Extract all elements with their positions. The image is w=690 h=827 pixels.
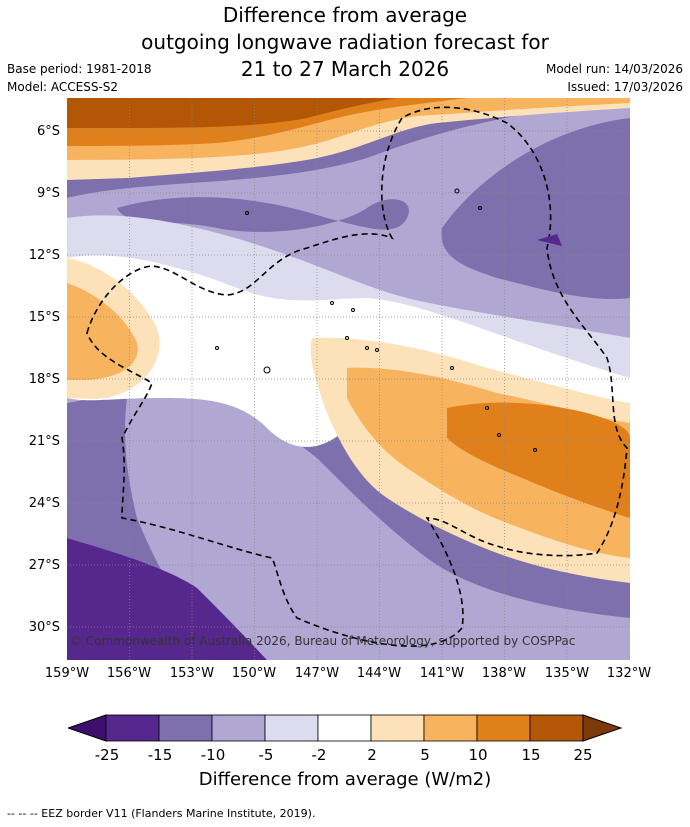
island: [454, 188, 460, 194]
island: [351, 308, 355, 312]
colorbar-extend-high: [582, 714, 623, 742]
colorbar-tick: 5: [420, 746, 430, 764]
meta-left: Base period: 1981-2018 Model: ACCESS-S2: [7, 60, 152, 96]
lat-label: 15°S: [28, 310, 60, 325]
anomaly-fill-minus-25-patch: [537, 234, 562, 246]
colorbar-segment: [423, 714, 478, 742]
lon-label: 153°W: [169, 666, 215, 681]
model-run: Model run: 14/03/2026: [545, 62, 683, 76]
lon-label: 150°W: [231, 666, 277, 681]
colorbar-tick: -25: [94, 746, 120, 764]
colorbar-segment: [211, 714, 266, 742]
lon-label: 141°W: [419, 666, 465, 681]
island: [345, 336, 349, 340]
colorbar-tick: -10: [200, 746, 226, 764]
island: [330, 301, 334, 305]
island: [263, 366, 271, 374]
map-panel: © Commonwealth of Australia 2026, Bureau…: [67, 98, 630, 660]
anomaly-fill-minus-10-south: [125, 396, 630, 660]
lat-label: 9°S: [36, 186, 60, 201]
lat-label: 12°S: [28, 248, 60, 263]
anomaly-fill-plus-5-west: [67, 283, 138, 380]
anomaly-fill-plus-15-north: [67, 98, 397, 128]
island: [365, 346, 369, 350]
lat-label: 24°S: [28, 496, 60, 511]
chart-title: Difference from average outgoing longwav…: [0, 2, 690, 83]
lat-label: 27°S: [28, 558, 60, 573]
colorbar-segments: [66, 714, 623, 742]
lon-label: 144°W: [356, 666, 402, 681]
colorbar-segment: [529, 714, 584, 742]
lon-label: 147°W: [294, 666, 340, 681]
model-name: Model: ACCESS-S2: [7, 80, 119, 94]
colorbar-segment: [370, 714, 425, 742]
title-line-2: outgoing longwave radiation forecast for: [141, 30, 549, 54]
issued-date: Issued: 17/03/2026: [567, 80, 683, 94]
colorbar-segment: [476, 714, 531, 742]
colorbar: [66, 713, 624, 749]
colorbar-segment: [158, 714, 213, 742]
island: [215, 346, 219, 350]
colorbar-segment: [317, 714, 372, 742]
island: [478, 206, 482, 210]
anomaly-map: [67, 98, 630, 660]
base-period: Base period: 1981-2018: [7, 62, 152, 76]
lat-label: 18°S: [28, 372, 60, 387]
graticule: [67, 98, 630, 660]
title-line-3: 21 to 27 March 2026: [240, 57, 450, 81]
anomaly-fill-minus-25-southwest: [67, 538, 267, 660]
colorbar-segment: [105, 714, 160, 742]
island: [450, 366, 454, 370]
colorbar-extend-low: [66, 714, 107, 742]
lon-label: 159°W: [44, 666, 90, 681]
lon-label: 135°W: [544, 666, 590, 681]
lon-label: 156°W: [106, 666, 152, 681]
lon-label: 138°W: [481, 666, 527, 681]
island: [375, 348, 379, 352]
colorbar-label: Difference from average (W/m2): [198, 769, 492, 790]
map-credit: © Commonwealth of Australia 2026, Bureau…: [70, 634, 576, 648]
eez-footnote: -- -- -- EEZ border V11 (Flanders Marine…: [7, 807, 316, 820]
meta-right: Model run: 14/03/2026 Issued: 17/03/2026: [546, 60, 683, 96]
anomaly-fill-plus-10-south: [447, 402, 630, 518]
islands: [215, 188, 537, 452]
island: [245, 211, 249, 215]
colorbar-tick: 15: [521, 746, 541, 764]
title-line-1: Difference from average: [222, 3, 468, 27]
island: [497, 433, 501, 437]
colorbar-tick: 25: [573, 746, 593, 764]
colorbar-tick: -5: [258, 746, 274, 764]
colorbar-svg: [66, 714, 623, 742]
colorbar-tick: -2: [311, 746, 327, 764]
lon-label: 132°W: [606, 666, 652, 681]
colorbar-tick: 10: [468, 746, 488, 764]
lat-label: 21°S: [28, 434, 60, 449]
anomaly-fill-minus-15-north-band: [117, 197, 409, 232]
island: [533, 448, 537, 452]
lat-label: 30°S: [28, 620, 60, 635]
colorbar-tick: 2: [367, 746, 377, 764]
island: [485, 406, 489, 410]
eez-border-path: [86, 106, 628, 647]
eez-borders: [86, 106, 628, 647]
lat-label: 6°S: [36, 124, 60, 139]
colorbar-tick: -15: [147, 746, 173, 764]
anomaly-fill-minus-15-northeast: [441, 118, 630, 299]
colorbar-segment: [264, 714, 319, 742]
